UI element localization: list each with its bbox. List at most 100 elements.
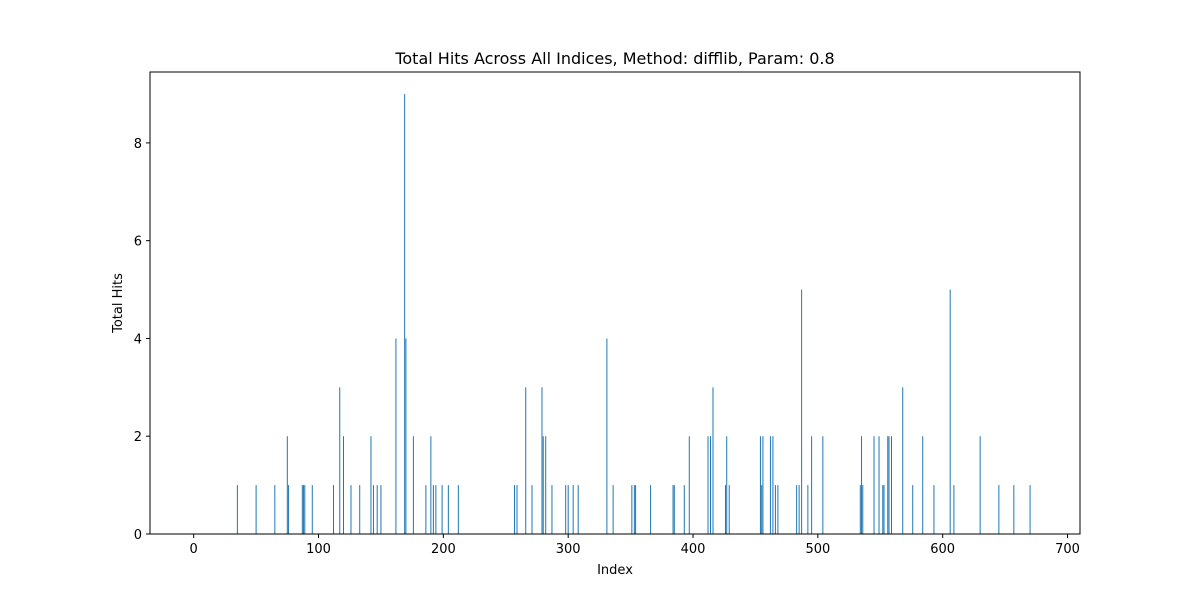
bar <box>372 485 374 534</box>
bar <box>395 338 397 534</box>
bar <box>796 485 798 534</box>
bar <box>873 436 875 534</box>
bar <box>236 485 238 534</box>
y-tick-label: 2 <box>134 430 142 445</box>
bar <box>1029 485 1031 534</box>
bar <box>777 485 779 534</box>
y-axis-ticks: 0 2 4 6 8 <box>134 137 150 543</box>
bar <box>565 485 567 534</box>
bar <box>683 485 685 534</box>
x-tick-label: 700 <box>1055 542 1080 557</box>
bar <box>412 436 414 534</box>
bar <box>953 485 955 534</box>
bar <box>612 485 614 534</box>
bar <box>425 485 427 534</box>
bar <box>304 485 306 534</box>
bar <box>567 485 569 534</box>
bar <box>370 436 372 534</box>
bar <box>514 485 516 534</box>
bar <box>861 436 863 534</box>
bars-group <box>193 94 1031 535</box>
bar <box>728 485 730 534</box>
y-tick-label: 6 <box>134 235 142 250</box>
y-axis-label: Total Hits <box>111 273 126 334</box>
bar <box>761 485 763 534</box>
bar <box>435 485 437 534</box>
bar <box>525 387 527 534</box>
x-tick-label: 300 <box>556 542 581 557</box>
x-tick-label: 400 <box>681 542 706 557</box>
bar <box>811 436 813 534</box>
bar <box>878 436 880 534</box>
bar <box>447 485 449 534</box>
bar <box>933 485 935 534</box>
bar <box>998 485 1000 534</box>
bar <box>769 436 771 534</box>
bar <box>774 485 776 534</box>
bar <box>801 289 803 534</box>
bar <box>631 485 633 534</box>
bar <box>888 436 890 534</box>
bar <box>301 485 303 534</box>
bar <box>724 485 726 534</box>
bar <box>673 485 675 534</box>
bar <box>883 485 885 534</box>
bar <box>274 485 276 534</box>
bar <box>712 387 714 534</box>
x-tick-label: 200 <box>431 542 456 557</box>
bar <box>350 485 352 534</box>
bar <box>979 436 981 534</box>
bar <box>606 338 608 534</box>
x-tick-label: 0 <box>190 542 198 557</box>
bar <box>516 485 518 534</box>
bar <box>633 485 635 534</box>
bar <box>376 485 378 534</box>
bar <box>441 485 443 534</box>
y-tick-label: 4 <box>134 332 142 347</box>
chart-title: Total Hits Across All Indices, Method: d… <box>394 49 834 68</box>
bar <box>577 485 579 534</box>
bar <box>922 436 924 534</box>
bar <box>707 436 709 534</box>
bar <box>807 485 809 534</box>
bar <box>457 485 459 534</box>
x-tick-label: 600 <box>930 542 955 557</box>
bar <box>303 485 305 534</box>
x-tick-label: 500 <box>805 542 830 557</box>
bar <box>380 485 382 534</box>
bar <box>772 436 774 534</box>
bar <box>541 387 543 534</box>
bar <box>635 485 637 534</box>
bar <box>286 436 288 534</box>
y-tick-label: 0 <box>134 528 142 543</box>
bar <box>688 436 690 534</box>
x-axis-label: Index <box>597 563 633 578</box>
bar <box>404 94 406 534</box>
bar <box>359 485 361 534</box>
bar <box>405 338 407 534</box>
bar <box>902 387 904 534</box>
bar <box>759 436 761 534</box>
bar <box>859 485 861 534</box>
bar <box>572 485 574 534</box>
bar <box>288 485 290 534</box>
bar <box>311 485 313 534</box>
bar <box>891 436 893 534</box>
plot-frame <box>149 71 1081 535</box>
bar <box>531 485 533 534</box>
bar <box>862 485 864 534</box>
bar <box>822 436 824 534</box>
bar <box>551 485 553 534</box>
bar <box>798 485 800 534</box>
bar <box>432 485 434 534</box>
bar <box>650 485 652 534</box>
bar <box>762 436 764 534</box>
bar <box>255 485 257 534</box>
bar <box>726 436 728 534</box>
bar <box>949 289 951 534</box>
bar <box>545 436 547 534</box>
bar <box>333 485 335 534</box>
x-tick-label: 100 <box>306 542 331 557</box>
bar <box>887 436 889 534</box>
